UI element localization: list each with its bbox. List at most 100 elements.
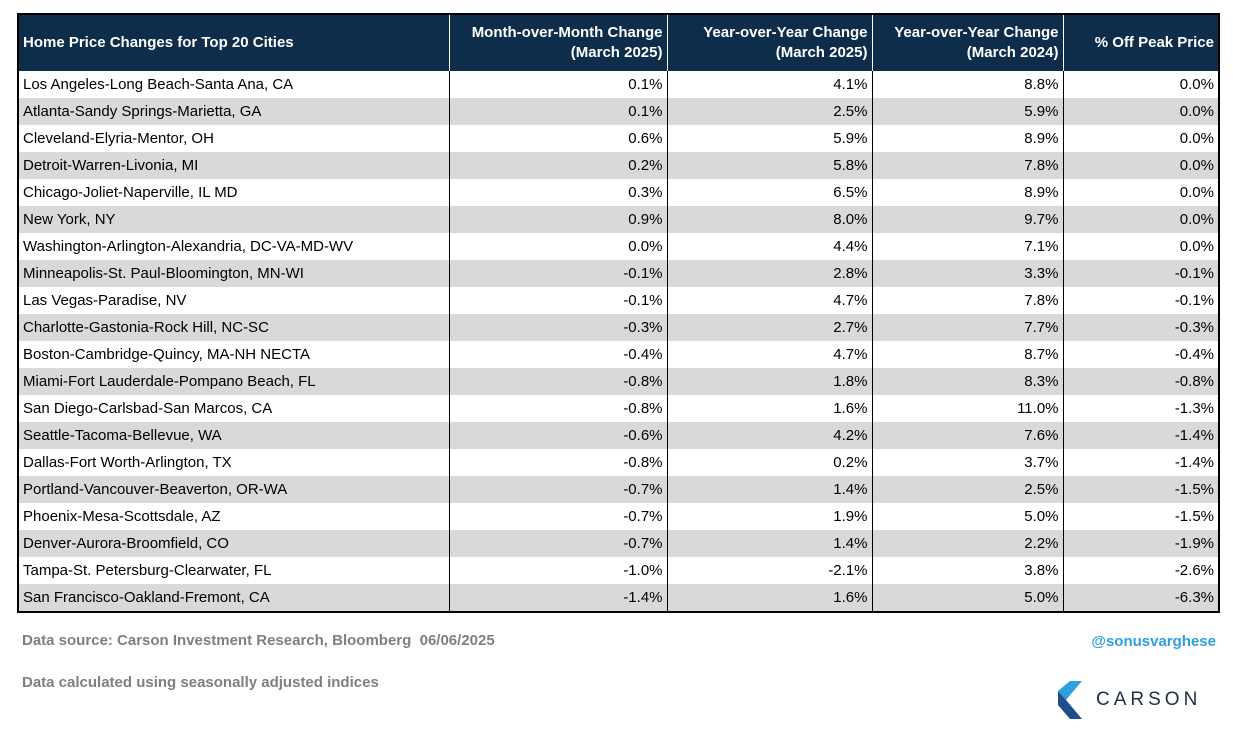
cell-city: Washington-Arlington-Alexandria, DC-VA-M…	[19, 233, 450, 260]
cell-yoy-2025: 2.7%	[667, 314, 873, 341]
cell-yoy-2025: -2.1%	[667, 557, 873, 584]
table-row: Los Angeles-Long Beach-Santa Ana, CA 0.1%…	[19, 71, 1218, 98]
cell-city: Denver-Aurora-Broomfield, CO	[19, 530, 450, 557]
cell-mom-2025: -0.8%	[449, 395, 668, 422]
cell-city: Los Angeles-Long Beach-Santa Ana, CA	[19, 71, 450, 98]
header-line: Year-over-Year Change	[894, 24, 1059, 41]
cell-yoy-2024: 7.8%	[872, 152, 1064, 179]
cell-mom-2025: 0.2%	[449, 152, 668, 179]
cell-city: Charlotte-Gastonia-Rock Hill, NC-SC	[19, 314, 450, 341]
cell-city: New York, NY	[19, 206, 450, 233]
cell-yoy-2024: 7.6%	[872, 422, 1064, 449]
header-yoy-2025: Year-over-Year Change (March 2025)	[667, 15, 873, 71]
cell-city: Chicago-Joliet-Naperville, IL MD	[19, 179, 450, 206]
methodology-note: Data calculated using seasonally adjuste…	[22, 674, 379, 691]
cell-yoy-2025: 5.9%	[667, 125, 873, 152]
cell-yoy-2024: 8.7%	[872, 341, 1064, 368]
cell-mom-2025: -0.1%	[449, 260, 668, 287]
cell-off-peak: 0.0%	[1063, 152, 1218, 179]
author-handle: @sonusvarghese	[1091, 633, 1216, 650]
cell-off-peak: -0.4%	[1063, 341, 1218, 368]
cell-yoy-2024: 8.9%	[872, 179, 1064, 206]
header-line: % Off Peak Price	[1094, 34, 1214, 51]
header-line: (March 2025)	[775, 44, 868, 61]
table-row: Charlotte-Gastonia-Rock Hill, NC-SC -0.3%…	[19, 314, 1218, 341]
table-row: Portland-Vancouver-Beaverton, OR-WA -0.7%…	[19, 476, 1218, 503]
cell-off-peak: 0.0%	[1063, 233, 1218, 260]
cell-yoy-2025: 5.8%	[667, 152, 873, 179]
cell-off-peak: -1.5%	[1063, 476, 1218, 503]
cell-mom-2025: -1.0%	[449, 557, 668, 584]
cell-city: Boston-Cambridge-Quincy, MA-NH NECTA	[19, 341, 450, 368]
cell-yoy-2025: 4.1%	[667, 71, 873, 98]
cell-mom-2025: 0.1%	[449, 71, 668, 98]
cell-yoy-2024: 5.0%	[872, 503, 1064, 530]
cell-city: Portland-Vancouver-Beaverton, OR-WA	[19, 476, 450, 503]
table-row: Denver-Aurora-Broomfield, CO -0.7% 1.4% 2.2…	[19, 530, 1218, 557]
cell-yoy-2025: 4.4%	[667, 233, 873, 260]
cell-off-peak: 0.0%	[1063, 179, 1218, 206]
cell-mom-2025: -0.7%	[449, 476, 668, 503]
cell-yoy-2025: 2.5%	[667, 98, 873, 125]
cell-yoy-2024: 3.3%	[872, 260, 1064, 287]
cell-mom-2025: 0.1%	[449, 98, 668, 125]
cell-yoy-2025: 1.4%	[667, 476, 873, 503]
table-row: Las Vegas-Paradise, NV -0.1% 4.7% 7.8% -0.1%	[19, 287, 1218, 314]
cell-city: Seattle-Tacoma-Bellevue, WA	[19, 422, 450, 449]
cell-yoy-2025: 0.2%	[667, 449, 873, 476]
cell-yoy-2024: 9.7%	[872, 206, 1064, 233]
cell-city: San Francisco-Oakland-Fremont, CA	[19, 584, 450, 611]
cell-city: Dallas-Fort Worth-Arlington, TX	[19, 449, 450, 476]
cell-city: Las Vegas-Paradise, NV	[19, 287, 450, 314]
cell-mom-2025: 0.0%	[449, 233, 668, 260]
table-row: San Diego-Carlsbad-San Marcos, CA -0.8% 1.…	[19, 395, 1218, 422]
cell-off-peak: 0.0%	[1063, 98, 1218, 125]
header-yoy-2024: Year-over-Year Change (March 2024)	[872, 15, 1064, 71]
table-row: Phoenix-Mesa-Scottsdale, AZ -0.7% 1.9% 5.0%…	[19, 503, 1218, 530]
carson-logo: CARSON	[1058, 680, 1201, 720]
cell-yoy-2024: 7.7%	[872, 314, 1064, 341]
cell-yoy-2024: 2.5%	[872, 476, 1064, 503]
cell-yoy-2024: 3.8%	[872, 557, 1064, 584]
cell-mom-2025: -0.1%	[449, 287, 668, 314]
cell-mom-2025: 0.3%	[449, 179, 668, 206]
carson-chevron-icon	[1058, 681, 1082, 719]
cell-yoy-2025: 4.7%	[667, 341, 873, 368]
data-source-note: Data source: Carson Investment Research,…	[22, 632, 495, 649]
cell-off-peak: -1.4%	[1063, 449, 1218, 476]
cell-yoy-2025: 4.2%	[667, 422, 873, 449]
cell-off-peak: -0.8%	[1063, 368, 1218, 395]
cell-off-peak: -1.5%	[1063, 503, 1218, 530]
header-line: Year-over-Year Change	[703, 24, 868, 41]
table-row: New York, NY 0.9% 8.0% 9.7% 0.0%	[19, 206, 1218, 233]
cell-off-peak: 0.0%	[1063, 206, 1218, 233]
cell-yoy-2024: 3.7%	[872, 449, 1064, 476]
header-city: Home Price Changes for Top 20 Cities	[19, 15, 450, 71]
cell-city: Cleveland-Elyria-Mentor, OH	[19, 125, 450, 152]
cell-city: Tampa-St. Petersburg-Clearwater, FL	[19, 557, 450, 584]
header-off-peak: % Off Peak Price	[1063, 15, 1218, 71]
cell-off-peak: 0.0%	[1063, 71, 1218, 98]
cell-city: Atlanta-Sandy Springs-Marietta, GA	[19, 98, 450, 125]
cell-off-peak: -1.3%	[1063, 395, 1218, 422]
cell-yoy-2025: 1.6%	[667, 584, 873, 611]
cell-off-peak: -0.3%	[1063, 314, 1218, 341]
home-price-table: Home Price Changes for Top 20 Cities Mon…	[17, 13, 1220, 613]
table-row: Boston-Cambridge-Quincy, MA-NH NECTA -0.4…	[19, 341, 1218, 368]
cell-yoy-2024: 5.9%	[872, 98, 1064, 125]
cell-yoy-2025: 1.9%	[667, 503, 873, 530]
carson-logo-text: CARSON	[1096, 689, 1202, 710]
header-line: (March 2024)	[966, 44, 1059, 61]
table-row: Minneapolis-St. Paul-Bloomington, MN-WI -…	[19, 260, 1218, 287]
cell-city: Minneapolis-St. Paul-Bloomington, MN-WI	[19, 260, 450, 287]
table-row: Atlanta-Sandy Springs-Marietta, GA 0.1% 2.…	[19, 98, 1218, 125]
table-row: Tampa-St. Petersburg-Clearwater, FL -1.0%…	[19, 557, 1218, 584]
cell-mom-2025: 0.6%	[449, 125, 668, 152]
table-header-row: Home Price Changes for Top 20 Cities Mon…	[19, 15, 1218, 71]
table-row: Chicago-Joliet-Naperville, IL MD 0.3% 6.5%…	[19, 179, 1218, 206]
cell-yoy-2025: 1.6%	[667, 395, 873, 422]
cell-city: Phoenix-Mesa-Scottsdale, AZ	[19, 503, 450, 530]
cell-mom-2025: -0.8%	[449, 449, 668, 476]
cell-off-peak: -2.6%	[1063, 557, 1218, 584]
table-row: Detroit-Warren-Livonia, MI 0.2% 5.8% 7.8% 0.…	[19, 152, 1218, 179]
